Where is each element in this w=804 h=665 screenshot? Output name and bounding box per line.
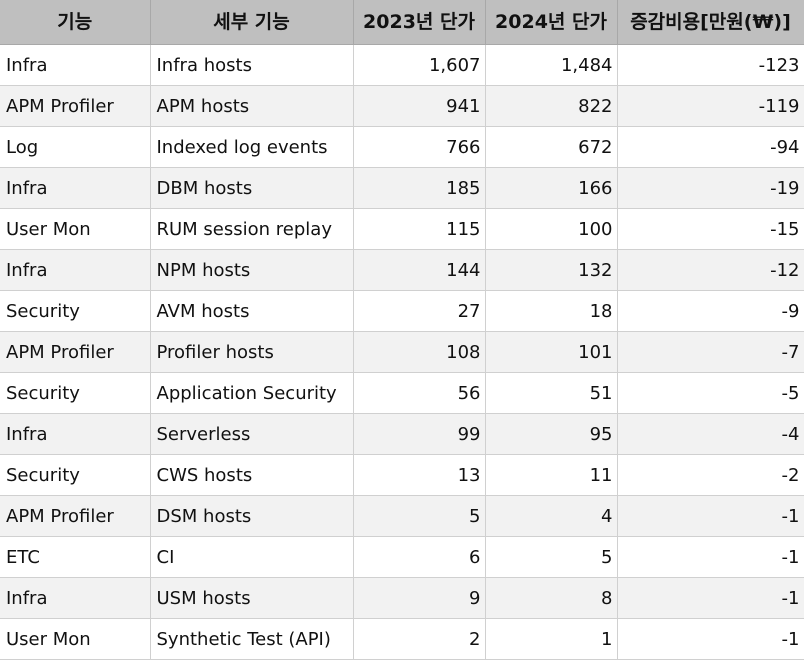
cell-cost-change: -15 (617, 208, 804, 250)
cell-cost-change: -2 (617, 454, 804, 496)
table-row: Security AVM hosts 27 18 -9 (0, 290, 804, 332)
cell-price-2023: 144 (353, 249, 486, 291)
cell-category: APM Profiler (0, 85, 151, 127)
cell-price-2024: 8 (485, 577, 618, 619)
cell-price-2023: 185 (353, 167, 486, 209)
cell-price-2023: 13 (353, 454, 486, 496)
cell-cost-change: -123 (617, 44, 804, 86)
cell-cost-change: -94 (617, 126, 804, 168)
cell-price-2024: 95 (485, 413, 618, 455)
table-row: User Mon Synthetic Test (API) 2 1 -1 (0, 618, 804, 660)
cell-detail: Serverless (150, 413, 354, 455)
cell-price-2024: 132 (485, 249, 618, 291)
cell-category: User Mon (0, 208, 151, 250)
cell-cost-change: -5 (617, 372, 804, 414)
table-row: Infra USM hosts 9 8 -1 (0, 577, 804, 619)
header-detail: 세부 기능 (150, 0, 354, 45)
cell-cost-change: -1 (617, 618, 804, 660)
cell-cost-change: -119 (617, 85, 804, 127)
cell-category: Infra (0, 249, 151, 291)
cell-detail: Application Security (150, 372, 354, 414)
cell-detail: DSM hosts (150, 495, 354, 537)
cell-price-2023: 2 (353, 618, 486, 660)
cell-price-2024: 18 (485, 290, 618, 332)
cell-cost-change: -4 (617, 413, 804, 455)
cell-price-2024: 672 (485, 126, 618, 168)
table-row: APM Profiler Profiler hosts 108 101 -7 (0, 331, 804, 373)
cell-price-2023: 941 (353, 85, 486, 127)
cell-price-2024: 100 (485, 208, 618, 250)
cell-cost-change: -7 (617, 331, 804, 373)
cell-price-2024: 1 (485, 618, 618, 660)
cell-detail: CWS hosts (150, 454, 354, 496)
table-row: User Mon RUM session replay 115 100 -15 (0, 208, 804, 250)
cell-detail: Infra hosts (150, 44, 354, 86)
cell-price-2023: 6 (353, 536, 486, 578)
cell-category: APM Profiler (0, 495, 151, 537)
cell-price-2023: 99 (353, 413, 486, 455)
table-row: ETC CI 6 5 -1 (0, 536, 804, 578)
cell-cost-change: -1 (617, 495, 804, 537)
cell-price-2023: 1,607 (353, 44, 486, 86)
cell-price-2024: 166 (485, 167, 618, 209)
cell-price-2023: 115 (353, 208, 486, 250)
header-price-2023: 2023년 단가 (353, 0, 486, 45)
table-row: Security Application Security 56 51 -5 (0, 372, 804, 414)
cell-category: Infra (0, 44, 151, 86)
cell-detail: Synthetic Test (API) (150, 618, 354, 660)
cell-price-2023: 5 (353, 495, 486, 537)
cell-category: Infra (0, 413, 151, 455)
cell-cost-change: -9 (617, 290, 804, 332)
table-row: Log Indexed log events 766 672 -94 (0, 126, 804, 168)
cell-price-2024: 11 (485, 454, 618, 496)
header-cost-change: 증감비용[만원(₩)] (617, 0, 804, 45)
table-row: APM Profiler APM hosts 941 822 -119 (0, 85, 804, 127)
cell-detail: Profiler hosts (150, 331, 354, 373)
cell-detail: Indexed log events (150, 126, 354, 168)
cell-category: Security (0, 290, 151, 332)
cell-price-2024: 51 (485, 372, 618, 414)
header-category: 기능 (0, 0, 151, 45)
cell-price-2023: 27 (353, 290, 486, 332)
cell-category: Security (0, 372, 151, 414)
cell-price-2023: 9 (353, 577, 486, 619)
cell-category: Infra (0, 577, 151, 619)
cell-cost-change: -12 (617, 249, 804, 291)
header-row: 기능 세부 기능 2023년 단가 2024년 단가 증감비용[만원(₩)] (0, 0, 804, 45)
cell-price-2024: 5 (485, 536, 618, 578)
cell-detail: NPM hosts (150, 249, 354, 291)
cell-detail: CI (150, 536, 354, 578)
header-price-2024: 2024년 단가 (485, 0, 618, 45)
table-row: Infra Infra hosts 1,607 1,484 -123 (0, 44, 804, 86)
cell-detail: DBM hosts (150, 167, 354, 209)
cell-detail: APM hosts (150, 85, 354, 127)
cell-category: ETC (0, 536, 151, 578)
cell-detail: USM hosts (150, 577, 354, 619)
cell-price-2023: 766 (353, 126, 486, 168)
cell-cost-change: -1 (617, 536, 804, 578)
table-row: Infra DBM hosts 185 166 -19 (0, 167, 804, 209)
table-row: APM Profiler DSM hosts 5 4 -1 (0, 495, 804, 537)
cell-category: APM Profiler (0, 331, 151, 373)
cell-price-2024: 4 (485, 495, 618, 537)
cell-category: Security (0, 454, 151, 496)
cell-price-2024: 822 (485, 85, 618, 127)
cell-price-2023: 56 (353, 372, 486, 414)
cell-price-2023: 108 (353, 331, 486, 373)
cell-category: Infra (0, 167, 151, 209)
cell-detail: AVM hosts (150, 290, 354, 332)
cell-price-2024: 101 (485, 331, 618, 373)
cell-detail: RUM session replay (150, 208, 354, 250)
cell-cost-change: -1 (617, 577, 804, 619)
table-row: Infra Serverless 99 95 -4 (0, 413, 804, 455)
cell-category: User Mon (0, 618, 151, 660)
cell-cost-change: -19 (617, 167, 804, 209)
table-row: Security CWS hosts 13 11 -2 (0, 454, 804, 496)
cell-price-2024: 1,484 (485, 44, 618, 86)
table-row: Infra NPM hosts 144 132 -12 (0, 249, 804, 291)
cell-category: Log (0, 126, 151, 168)
